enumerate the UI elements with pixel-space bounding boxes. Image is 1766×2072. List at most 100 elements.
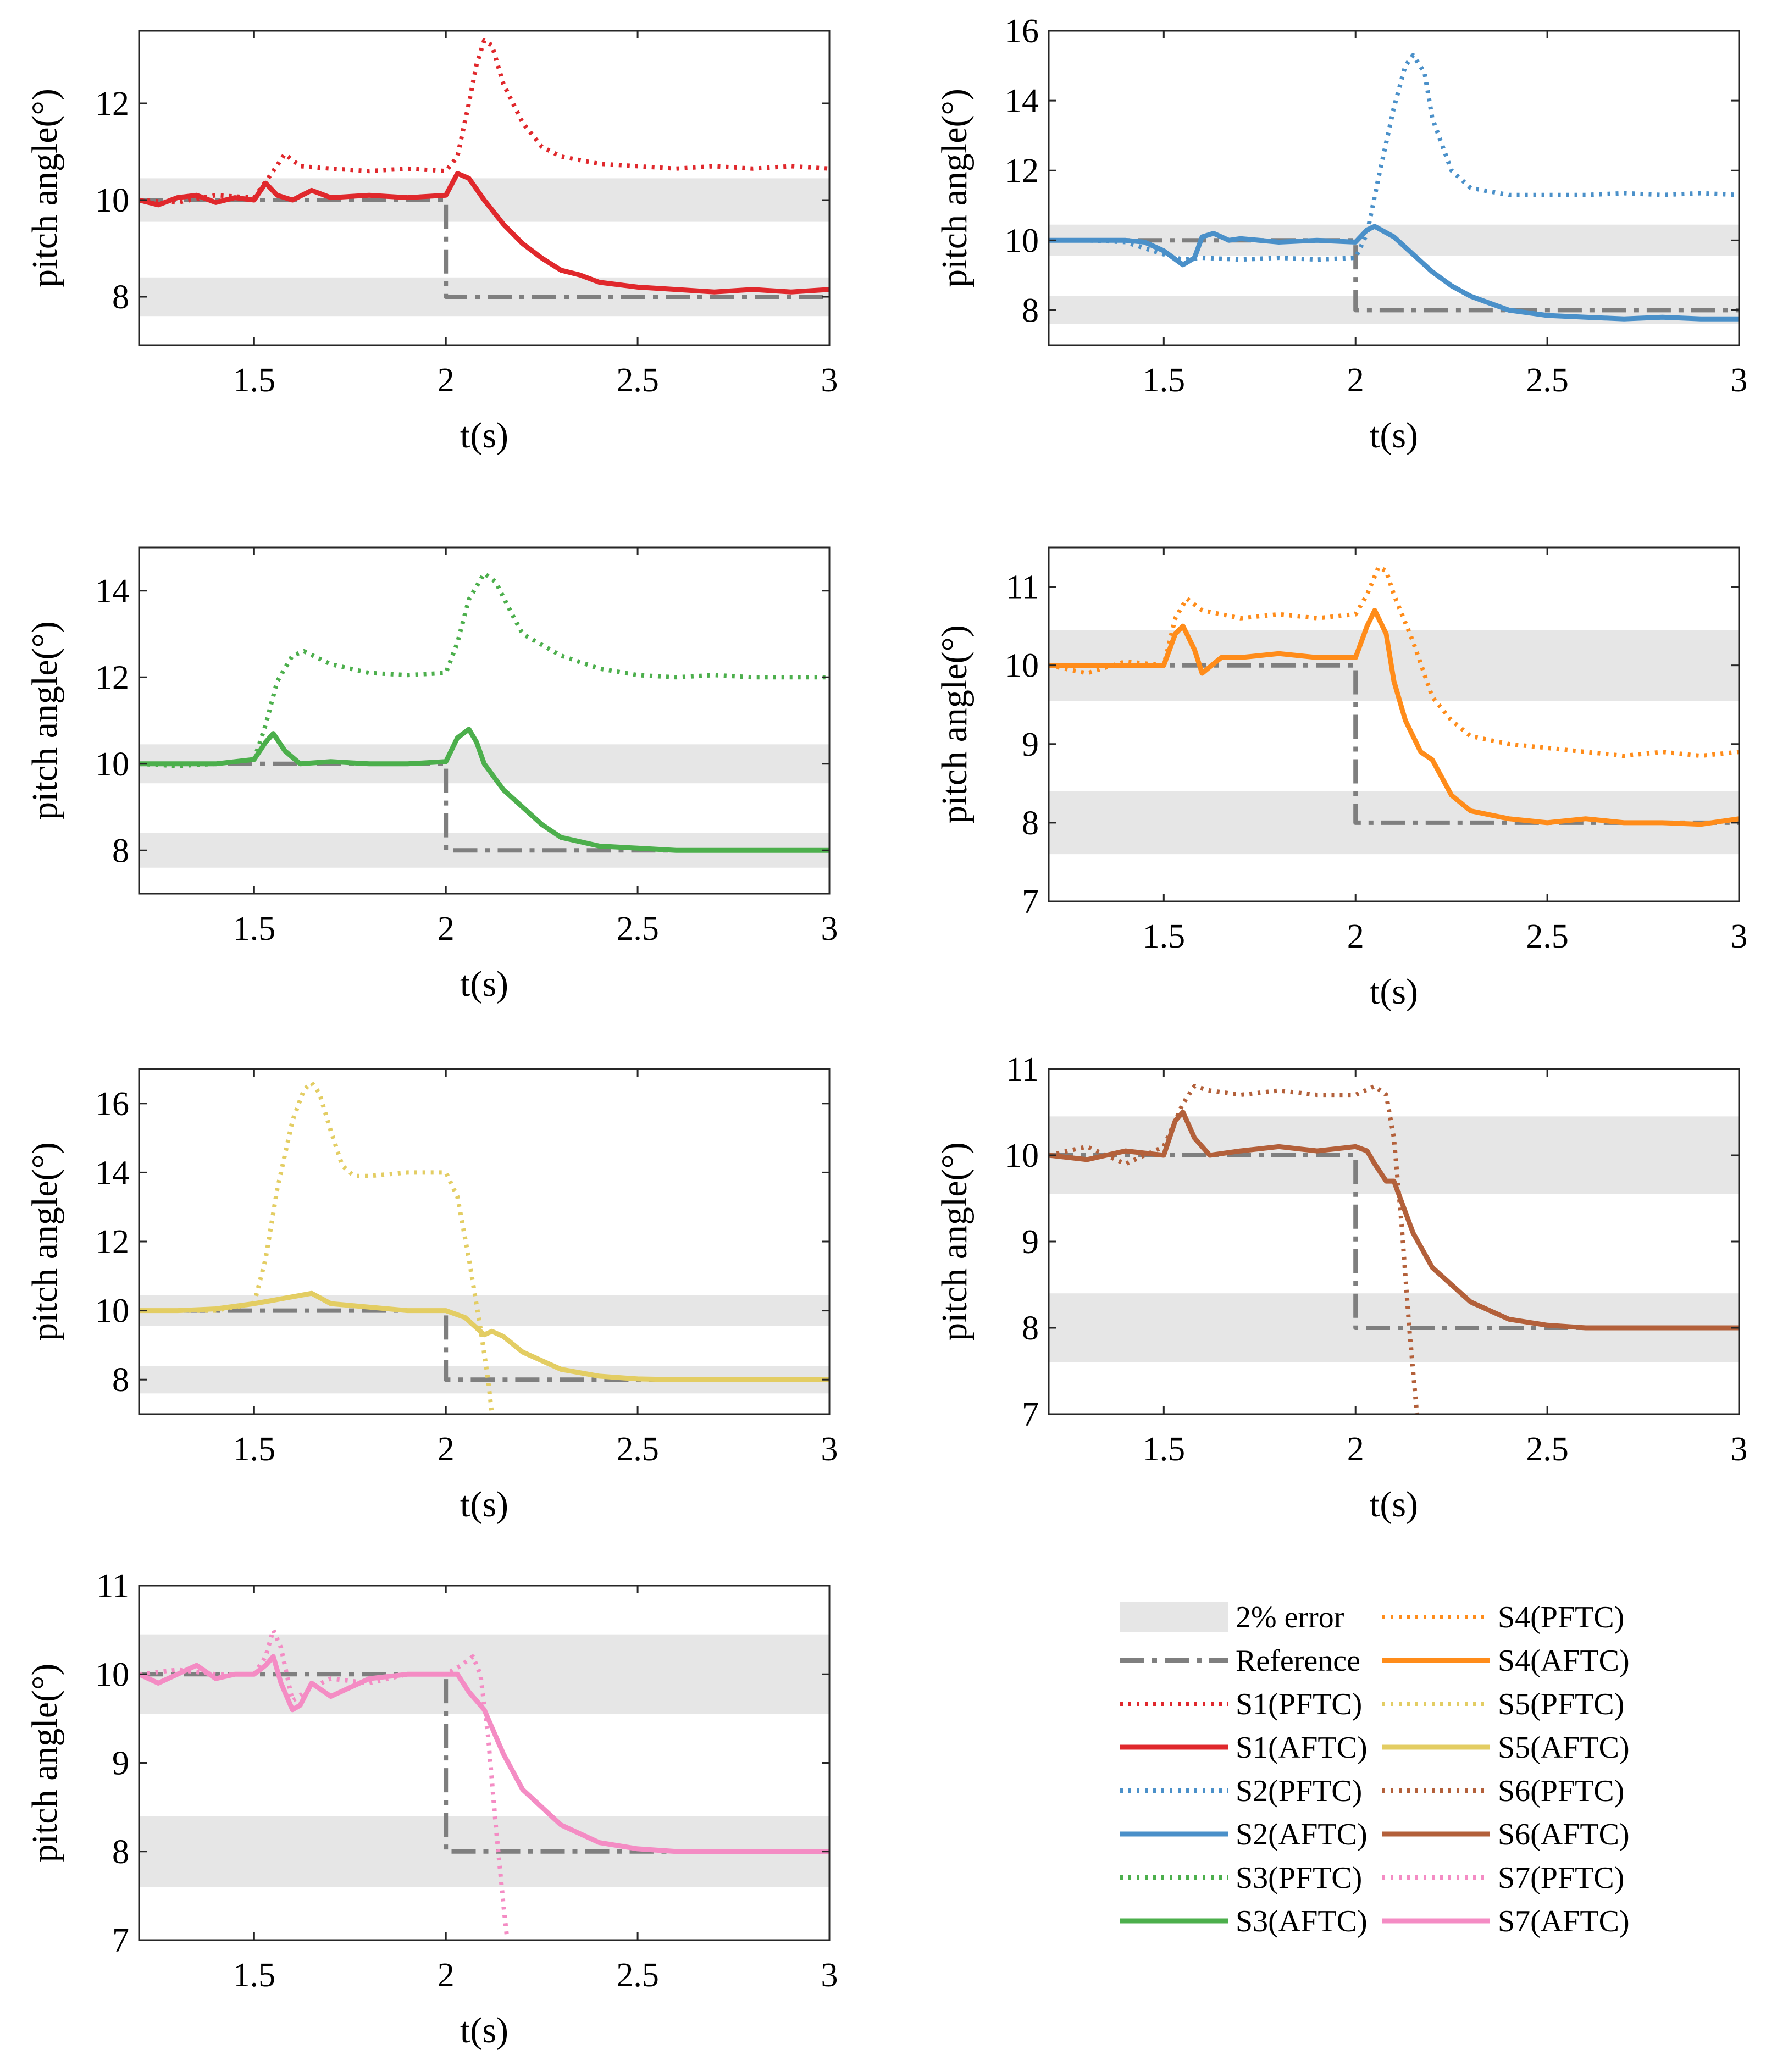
panel-S4-series-s4aftc xyxy=(1049,608,1739,827)
legend-label: S5(AFTC) xyxy=(1498,1731,1630,1765)
legend-entry-s5aftc: S5(AFTC) xyxy=(1382,1731,1630,1765)
panel-S4-xtick-label-2: 2.5 xyxy=(1526,918,1569,955)
panel-S7-xtick-label-0: 1.5 xyxy=(233,1957,276,1994)
legend-entry-s1pftc: S1(PFTC) xyxy=(1120,1687,1362,1721)
panel-S5-ytick-label-0: 8 xyxy=(112,1361,129,1399)
panel-S4-axes xyxy=(1048,546,1740,902)
panel-S1-series-s1aftc xyxy=(139,171,829,295)
legend-entry-s3aftc: S3(AFTC) xyxy=(1120,1904,1368,1938)
panel-S7-series-reference xyxy=(139,1672,829,1854)
panel-S3: 1.5 2 2.5 3 8 10 12 14 t(s) pitch angle(°) xyxy=(25,546,838,1004)
panel-S5-ytick-label-3: 14 xyxy=(95,1154,129,1192)
panel-S6-ytick-label-3: 10 xyxy=(1005,1137,1039,1174)
legend-label: S7(PFTC) xyxy=(1498,1861,1624,1895)
panel-S5: 1.5 2 2.5 3 8 10 12 14 16 t(s) pitch angle(°) xyxy=(25,1068,838,1525)
panel-S5-ytick-label-2: 12 xyxy=(95,1223,129,1261)
panel-S5-xtick-label-1: 2 xyxy=(438,1431,455,1468)
panel-S2-xlabel: t(s) xyxy=(1370,415,1418,456)
panel-S1-series-s1pftc xyxy=(139,38,829,205)
panel-S1-ytick-label-2: 12 xyxy=(95,85,129,123)
panel-S5-ylabel: pitch angle(°) xyxy=(25,1142,65,1341)
panel-S7-series-s7aftc xyxy=(139,1654,829,1854)
panel-S3-ytick-label-3: 14 xyxy=(95,573,129,610)
panel-S6-ytick-label-4: 11 xyxy=(1006,1051,1039,1088)
panel-S3-ytick-label-2: 12 xyxy=(95,659,129,696)
panel-S5-ytick-label-4: 16 xyxy=(95,1085,129,1123)
legend-entry-s6aftc: S6(AFTC) xyxy=(1382,1818,1630,1852)
panel-S3-axes xyxy=(138,546,831,895)
panel-S4-ytick-label-4: 11 xyxy=(1006,569,1039,606)
legend: 2% error Reference S1(PFTC) S1(AFTC) S2(PFTC… xyxy=(1120,1600,1630,1938)
panel-S2-series-s2aftc xyxy=(1049,224,1739,322)
legend-entry-reference: Reference xyxy=(1120,1644,1360,1678)
panel-S6-xtick-label-1: 2 xyxy=(1347,1431,1364,1468)
panel-S5-series-s5pftc xyxy=(139,1081,494,1414)
legend-entry-s1aftc: S1(AFTC) xyxy=(1120,1731,1368,1765)
legend-label: S2(PFTC) xyxy=(1236,1774,1362,1808)
panel-S7-ytick-label-2: 9 xyxy=(112,1745,129,1782)
panel-S7-ytick-label-1: 8 xyxy=(112,1833,129,1871)
panel-S5-ytick-label-1: 10 xyxy=(95,1293,129,1330)
panel-S5-xtick-label-2: 2.5 xyxy=(616,1431,659,1468)
panel-S4-xtick-label-0: 1.5 xyxy=(1143,918,1186,955)
legend-label: S6(AFTC) xyxy=(1498,1818,1630,1852)
panel-S1-xtick-label-1: 2 xyxy=(438,362,455,399)
panel-S7-ytick-label-0: 7 xyxy=(112,1922,129,1959)
panel-S7-ytick-label-4: 11 xyxy=(96,1567,129,1605)
panel-S5-series-s5aftc xyxy=(139,1290,829,1382)
panel-S4-ytick-label-0: 7 xyxy=(1022,883,1039,921)
panel-S6: 1.5 2 2.5 3 7 8 9 10 11 t(s) pitch angle(°) xyxy=(934,1051,1748,1525)
panel-S4-ylabel: pitch angle(°) xyxy=(934,625,975,824)
panel-S2-xtick-label-3: 3 xyxy=(1731,362,1748,399)
panel-S6-ytick-label-2: 9 xyxy=(1022,1223,1039,1261)
panel-S2-ytick-label-3: 14 xyxy=(1005,82,1039,120)
panel-S1-axes xyxy=(138,30,831,346)
panel-S6-ytick-label-0: 7 xyxy=(1022,1396,1039,1433)
panel-S3-xtick-label-3: 3 xyxy=(821,910,838,948)
panel-S6-xtick-label-2: 2.5 xyxy=(1526,1431,1569,1468)
legend-label: S3(PFTC) xyxy=(1236,1861,1362,1895)
legend-swatch-band xyxy=(1120,1602,1228,1632)
panel-S2-series-s2pftc xyxy=(1049,53,1739,262)
panel-S1: 1.5 2 2.5 3 8 10 12 t(s) pitch angle(°) xyxy=(25,30,838,456)
panel-S1-ylabel: pitch angle(°) xyxy=(25,88,65,287)
legend-entry-2error: 2% error xyxy=(1120,1600,1344,1635)
legend-entry-s3pftc: S3(PFTC) xyxy=(1120,1861,1362,1895)
panel-S7-ylabel: pitch angle(°) xyxy=(25,1664,65,1863)
panel-S5-xtick-label-3: 3 xyxy=(821,1431,838,1468)
panel-S4: 1.5 2 2.5 3 7 8 9 10 11 t(s) pitch angle(°) xyxy=(934,546,1748,1012)
legend-entry-s5pftc: S5(PFTC) xyxy=(1382,1687,1624,1721)
panel-S2-ytick-label-1: 10 xyxy=(1005,222,1039,259)
panel-S1-xtick-label-3: 3 xyxy=(821,362,838,399)
panel-S2-axes xyxy=(1048,30,1740,346)
panel-S1-xtick-label-2: 2.5 xyxy=(616,362,659,399)
legend-label: S6(PFTC) xyxy=(1498,1774,1624,1808)
panel-S7-xtick-label-3: 3 xyxy=(821,1957,838,1994)
panel-S4-xtick-label-3: 3 xyxy=(1731,918,1748,955)
panel-S2-ytick-label-2: 12 xyxy=(1005,152,1039,190)
panel-S2-ytick-label-0: 8 xyxy=(1022,292,1039,329)
legend-label: S1(AFTC) xyxy=(1236,1731,1368,1765)
panel-S3-xlabel: t(s) xyxy=(460,964,508,1004)
panel-S2-xtick-label-2: 2.5 xyxy=(1526,362,1569,399)
legend-entry-s2pftc: S2(PFTC) xyxy=(1120,1774,1362,1808)
panel-S4-ytick-label-2: 9 xyxy=(1022,726,1039,763)
panel-S4-xlabel: t(s) xyxy=(1370,972,1418,1012)
legend-entry-s4pftc: S4(PFTC) xyxy=(1382,1600,1624,1635)
panel-S7-xlabel: t(s) xyxy=(460,2010,508,2051)
panel-S5-axes xyxy=(138,1068,831,1415)
panel-S4-xtick-label-1: 2 xyxy=(1347,918,1364,955)
legend-label: S5(PFTC) xyxy=(1498,1687,1624,1721)
panel-S7-xtick-label-1: 2 xyxy=(438,1957,455,1994)
panel-S5-xlabel: t(s) xyxy=(460,1484,508,1525)
panel-S3-ytick-label-1: 10 xyxy=(95,746,129,783)
legend-label: S2(AFTC) xyxy=(1236,1818,1368,1852)
panel-S1-xtick-label-0: 1.5 xyxy=(233,362,276,399)
panel-S6-ytick-label-1: 8 xyxy=(1022,1310,1039,1347)
legend-label: Reference xyxy=(1236,1644,1360,1678)
panel-S3-xtick-label-1: 2 xyxy=(438,910,455,948)
panel-S6-xtick-label-3: 3 xyxy=(1731,1431,1748,1468)
legend-label: S1(PFTC) xyxy=(1236,1687,1362,1721)
panel-S6-xtick-label-0: 1.5 xyxy=(1143,1431,1186,1468)
panel-S2-xtick-label-0: 1.5 xyxy=(1143,362,1186,399)
